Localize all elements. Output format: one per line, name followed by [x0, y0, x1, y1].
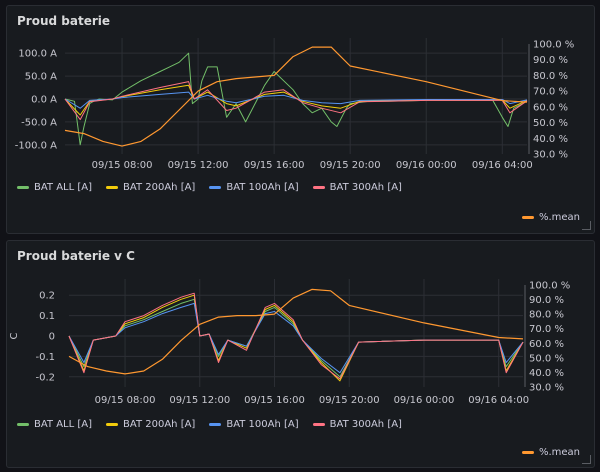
x-tick-label: 09/15 20:00	[319, 395, 380, 406]
series-bat-100[interactable]	[68, 302, 524, 374]
y-tick-label: -100.0 A	[15, 140, 57, 151]
series-mean[interactable]	[68, 288, 524, 375]
legend-label: %.mean	[538, 447, 580, 458]
y-tick-label: -0.1	[35, 352, 55, 363]
y2-tick-label: 50.0 %	[533, 118, 568, 129]
chart-battery-current: 09/15 08:00 09/15 12:00 09/15 16:00 09/15 2…	[15, 38, 574, 171]
y2-tick-label: 30.0 %	[529, 383, 564, 394]
x-tick-label: 09/15 16:00	[244, 395, 305, 406]
y-tick-label: 0	[49, 332, 55, 343]
legend-item-bat-100[interactable]: BAT 100Ah [A]	[209, 419, 299, 430]
x-tick-label: 09/16 00:00	[396, 160, 457, 171]
x-tick-label: 09/15 08:00	[92, 160, 153, 171]
legend-label: BAT 300Ah [A]	[329, 182, 402, 193]
y2-tick-label: 100.0 %	[533, 40, 574, 51]
y2-tick-label: 70.0 %	[529, 324, 564, 335]
legend-label: %.mean	[538, 212, 580, 223]
series-bat-all[interactable]	[68, 298, 524, 378]
y2-tick-label: 80.0 %	[533, 71, 568, 82]
legend-label: BAT 200Ah [A]	[123, 182, 196, 193]
y-tick-label: -0.2	[35, 372, 55, 383]
legend-label: BAT 100Ah [A]	[226, 419, 299, 430]
x-tick-label: 09/15 12:00	[168, 160, 229, 171]
y-tick-label: 100.0 A	[18, 49, 57, 60]
y2-tick-label: 60.0 %	[533, 102, 568, 113]
legend-swatch-icon	[209, 423, 222, 426]
y2-tick-label: 40.0 %	[529, 368, 564, 379]
legend-label: BAT 100Ah [A]	[226, 182, 299, 193]
legend-item-bat-200[interactable]: BAT 200Ah [A]	[106, 182, 195, 193]
y2-tick-label: 90.0 %	[533, 55, 568, 66]
legend-label: BAT ALL [A]	[34, 419, 93, 430]
y2-tick-label: 30.0 %	[533, 150, 568, 161]
y2-tick-label: 50.0 %	[529, 353, 564, 364]
x-tick-label: 09/16 00:00	[394, 395, 455, 406]
y2-tick-label: 100.0 %	[529, 281, 570, 292]
legend-swatch-icon	[521, 216, 534, 219]
legend-swatch-icon	[17, 186, 29, 189]
x-tick-label: 09/15 08:00	[95, 395, 156, 406]
x-tick-label: 09/15 12:00	[169, 395, 230, 406]
y-axis-label: C	[9, 332, 20, 339]
legend: BAT ALL [A] BAT 200Ah [A] BAT 100Ah [A] …	[17, 419, 402, 430]
x-tick-label: 09/16 04:00	[472, 160, 533, 171]
legend-swatch-icon	[312, 423, 325, 426]
resize-handle-icon[interactable]	[582, 455, 591, 464]
panel-battery-current-c: Proud baterie v C 09/15 08:00 09/15 12:00…	[6, 240, 595, 468]
legend-item-mean[interactable]: %.mean	[521, 447, 580, 458]
legend-swatch-icon	[106, 186, 119, 189]
series-bat-300[interactable]	[64, 81, 528, 121]
y2-tick-label: 90.0 %	[529, 295, 564, 306]
legend-item-bat-all[interactable]: BAT ALL [A]	[17, 182, 92, 193]
y-tick-label: -50.0 A	[21, 117, 57, 128]
legend-label: BAT 200Ah [A]	[123, 419, 196, 430]
legend-item-bat-300[interactable]: BAT 300Ah [A]	[312, 419, 402, 430]
legend-swatch-icon	[521, 451, 534, 454]
x-tick-label: 09/15 20:00	[320, 160, 381, 171]
panel-title[interactable]: Proud baterie	[17, 14, 110, 28]
y2-tick-label: 70.0 %	[533, 87, 568, 98]
x-tick-label: 09/15 16:00	[244, 160, 305, 171]
y-tick-label: 50.0 A	[25, 72, 57, 83]
y-tick-label: 0.1	[39, 311, 55, 322]
legend-swatch-icon	[209, 186, 222, 189]
x-tick-label: 09/16 04:00	[468, 395, 529, 406]
y2-tick-label: 40.0 %	[533, 134, 568, 145]
legend-item-bat-200[interactable]: BAT 200Ah [A]	[106, 419, 195, 430]
resize-handle-icon[interactable]	[582, 221, 591, 230]
legend-label: BAT 300Ah [A]	[329, 419, 402, 430]
legend-swatch-icon	[17, 423, 29, 426]
legend-swatch-icon	[106, 423, 119, 426]
legend-label: BAT ALL [A]	[34, 182, 93, 193]
y-tick-label: 0.0 A	[31, 95, 57, 106]
series-mean[interactable]	[64, 46, 528, 147]
legend-item-mean[interactable]: %.mean	[521, 212, 580, 223]
legend-item-bat-all[interactable]: BAT ALL [A]	[17, 419, 92, 430]
panel-title[interactable]: Proud baterie v C	[17, 249, 135, 263]
y2-tick-label: 80.0 %	[529, 310, 564, 321]
y2-tick-label: 60.0 %	[529, 339, 564, 350]
series-bat-200[interactable]	[68, 294, 524, 382]
legend-item-bat-300[interactable]: BAT 300Ah [A]	[312, 182, 402, 193]
series-bat-300[interactable]	[68, 292, 524, 380]
y-tick-label: 0.2	[39, 291, 55, 302]
legend-swatch-icon	[312, 186, 325, 189]
chart-battery-current-c: 09/15 08:00 09/15 12:00 09/15 16:00 09/15 2…	[9, 279, 570, 406]
panel-battery-current: Proud baterie 09/15 08:00 09/15 12:00 09/1…	[6, 5, 595, 234]
legend: BAT ALL [A] BAT 200Ah [A] BAT 100Ah [A] …	[17, 182, 402, 193]
legend-item-bat-100[interactable]: BAT 100Ah [A]	[209, 182, 299, 193]
